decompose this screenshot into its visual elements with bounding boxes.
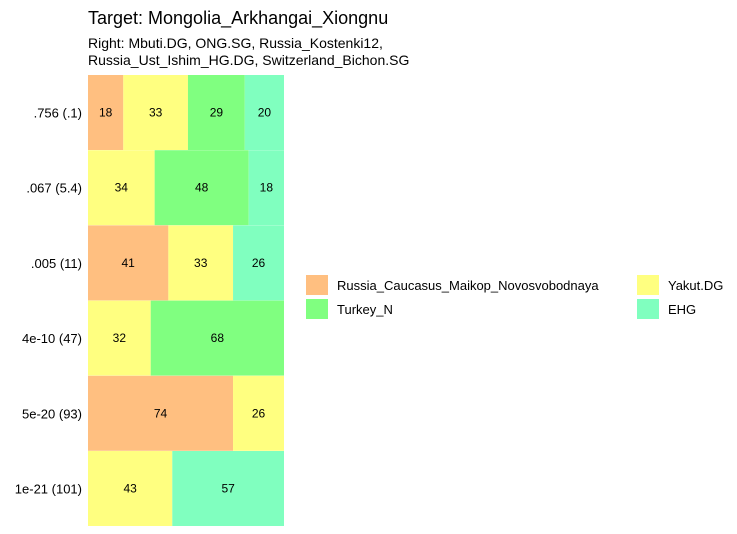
chart-title: Target: Mongolia_Arkhangai_Xiongnu (88, 8, 388, 29)
bar-segment (88, 150, 155, 226)
data-label: 26 (252, 406, 266, 420)
data-label: 57 (221, 482, 235, 496)
chart-subtitle-line-1: Right: Mbuti.DG, ONG.SG, Russia_Kostenki… (88, 35, 383, 51)
y-tick-label: .005 (11) (31, 256, 82, 271)
legend-key (637, 275, 659, 295)
legend-key (306, 299, 328, 319)
bar-segment (88, 225, 169, 301)
y-tick-label: 4e-10 (47) (22, 331, 82, 346)
bar-segment (248, 150, 284, 226)
bar-segment (123, 75, 188, 150)
data-label: 20 (258, 106, 272, 120)
bar-row: 34 48 18 (88, 150, 284, 226)
data-label: 32 (113, 331, 127, 345)
y-tick-label: .756 (.1) (34, 106, 82, 121)
chart-subtitle-line-2: Russia_Ust_Ishim_HG.DG, Switzerland_Bich… (88, 52, 409, 68)
bar-row: 74 26 (88, 375, 284, 451)
bar-segment (88, 451, 173, 526)
data-label: 74 (154, 406, 168, 420)
data-label: 33 (149, 106, 163, 120)
legend-label: Russia_Caucasus_Maikop_Novosvobodnaya (337, 278, 599, 293)
bar-segment (168, 225, 234, 301)
legend: Russia_Caucasus_Maikop_Novosvobodnaya Tur… (306, 275, 723, 319)
bar-segment (233, 375, 284, 451)
bars-group: 18 33 29 20 34 48 18 41 33 26 32 68 74 26 43 57 (88, 75, 284, 526)
bar-segment (244, 75, 284, 150)
bar-row: 32 68 (88, 300, 284, 376)
bar-segment (88, 375, 234, 451)
bar-segment (172, 451, 284, 526)
data-label: 18 (260, 181, 274, 195)
y-tick-label: 1e-21 (101) (15, 482, 82, 497)
y-axis-ticks: .756 (.1) .067 (5.4) .005 (11) 4e-10 (47) 5e… (15, 106, 82, 497)
legend-label: Turkey_N (337, 302, 393, 317)
legend-label: EHG (668, 302, 696, 317)
bar-segment (154, 150, 249, 226)
bar-row: 18 33 29 20 (88, 75, 284, 150)
data-label: 29 (210, 106, 224, 120)
bar-segment (233, 225, 284, 301)
data-label: 41 (122, 256, 136, 270)
data-label: 48 (195, 181, 209, 195)
bar-row: 41 33 26 (88, 225, 284, 301)
y-tick-label: .067 (5.4) (26, 181, 82, 196)
data-label: 43 (123, 482, 137, 496)
bar-segment (150, 300, 284, 376)
data-label: 33 (194, 256, 208, 270)
data-label: 26 (252, 256, 266, 270)
data-label: 68 (211, 331, 225, 345)
bar-segment (88, 300, 151, 376)
data-label: 18 (99, 106, 113, 120)
legend-key (637, 299, 659, 319)
data-label: 34 (115, 181, 129, 195)
bar-row: 43 57 (88, 451, 284, 526)
bar-segment (88, 75, 124, 150)
y-tick-label: 5e-20 (93) (22, 406, 82, 421)
legend-key (306, 275, 328, 295)
bar-segment (187, 75, 245, 150)
legend-label: Yakut.DG (668, 278, 723, 293)
